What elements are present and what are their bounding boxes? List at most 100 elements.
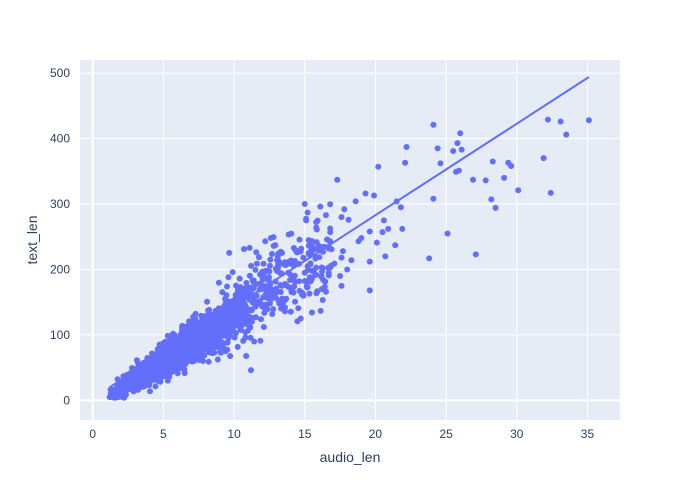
scatter-point: [352, 198, 359, 205]
y-tick-label: 200: [50, 262, 70, 276]
scatter-point: [227, 353, 234, 360]
scatter-point: [501, 174, 508, 181]
x-axis-title: audio_len: [320, 449, 381, 465]
scatter-point: [291, 257, 298, 264]
scatter-point: [296, 236, 303, 243]
scatter-point: [247, 334, 254, 341]
scatter-point: [270, 242, 277, 249]
scatter-point: [208, 313, 215, 320]
scatter-point: [313, 219, 320, 226]
scatter-point: [289, 287, 296, 294]
scatter-point: [250, 279, 257, 286]
scatter-point: [277, 269, 284, 276]
scatter-point: [135, 360, 142, 367]
scatter-point: [238, 318, 245, 325]
scatter-point: [434, 145, 441, 152]
scatter-point: [242, 334, 249, 341]
scatter-point: [305, 242, 312, 249]
scatter-point: [127, 382, 134, 389]
scatter-point: [149, 371, 156, 378]
scatter-point: [262, 305, 269, 312]
scatter-point: [453, 168, 460, 175]
y-tick-label: 300: [50, 197, 70, 211]
scatter-point: [344, 266, 351, 273]
scatter-point: [219, 289, 226, 296]
scatter-point: [331, 260, 338, 267]
scatter-point: [260, 260, 267, 267]
scatter-point: [317, 203, 324, 210]
x-tick-label: 20: [369, 427, 383, 441]
scatter-point: [228, 326, 235, 333]
scatter-point: [585, 117, 592, 124]
scatter-point: [320, 276, 327, 283]
trendline: [109, 76, 590, 389]
scatter-point: [301, 201, 308, 207]
scatter-point: [544, 116, 551, 123]
scatter-point: [267, 235, 274, 242]
scatter-point: [285, 231, 292, 238]
scatter-point: [175, 360, 182, 367]
scatter-point: [327, 225, 334, 232]
scatter-point: [306, 290, 313, 297]
scatter-point: [338, 214, 345, 221]
scatter-point: [397, 204, 404, 211]
scatter-point: [262, 238, 269, 245]
scatter-point: [458, 146, 465, 153]
scatter-point: [489, 158, 496, 165]
scatter-point: [472, 251, 479, 258]
scatter-point: [163, 369, 170, 376]
scatter-point: [563, 131, 570, 138]
scatter-point: [304, 284, 311, 291]
scatter-point: [266, 268, 273, 275]
scatter-point: [198, 355, 205, 362]
scatter-point: [338, 254, 345, 261]
scatter-point: [245, 322, 252, 329]
scatter-point: [166, 373, 173, 380]
x-tick-label: 30: [510, 427, 524, 441]
scatter-point: [294, 318, 301, 325]
scatter-point: [540, 155, 547, 162]
scatter-point: [457, 130, 464, 137]
scatter-point: [301, 269, 308, 276]
y-tick-label: 500: [50, 66, 70, 80]
scatter-point: [260, 324, 267, 331]
scatter-point: [450, 147, 457, 154]
scatter-point: [146, 388, 153, 395]
scatter-point: [126, 378, 133, 385]
scatter-point: [162, 338, 169, 345]
scatter-point: [253, 260, 260, 267]
scatter-point: [430, 121, 437, 128]
scatter-point: [426, 255, 433, 262]
ticks-layer: 0 5 10 15 20 25 30 35 0 100 200 300 400 500: [50, 66, 595, 441]
scatter-point: [309, 238, 316, 245]
scatter-point: [547, 189, 554, 196]
scatter-point: [488, 196, 495, 203]
scatter-point: [362, 190, 369, 197]
scatter-point: [315, 242, 322, 249]
scatter-point: [289, 274, 296, 281]
scatter-point: [242, 329, 249, 336]
scatter-point: [205, 348, 212, 355]
scatter-point: [205, 338, 212, 345]
scatter-point: [130, 387, 137, 394]
scatter-point: [158, 367, 165, 374]
scatter-point: [181, 370, 188, 377]
scatter-point: [469, 176, 476, 183]
scatter-point: [322, 212, 329, 219]
scatter-point: [277, 248, 284, 255]
x-tick-label: 10: [227, 427, 241, 441]
scatter-point: [189, 337, 196, 344]
y-axis-title: text_len: [24, 215, 40, 264]
scatter-point: [255, 254, 262, 261]
scatter-point: [246, 244, 253, 251]
scatter-point: [269, 310, 276, 317]
scatter-point: [303, 215, 310, 222]
scatter-point: [274, 253, 281, 260]
scatter-point: [251, 338, 258, 345]
scatter-point: [252, 314, 259, 321]
scatter-point: [334, 176, 341, 183]
scatter-point: [231, 334, 238, 341]
scatter-point: [366, 287, 373, 294]
scatter-point: [430, 195, 437, 202]
scatter-point: [273, 285, 280, 292]
